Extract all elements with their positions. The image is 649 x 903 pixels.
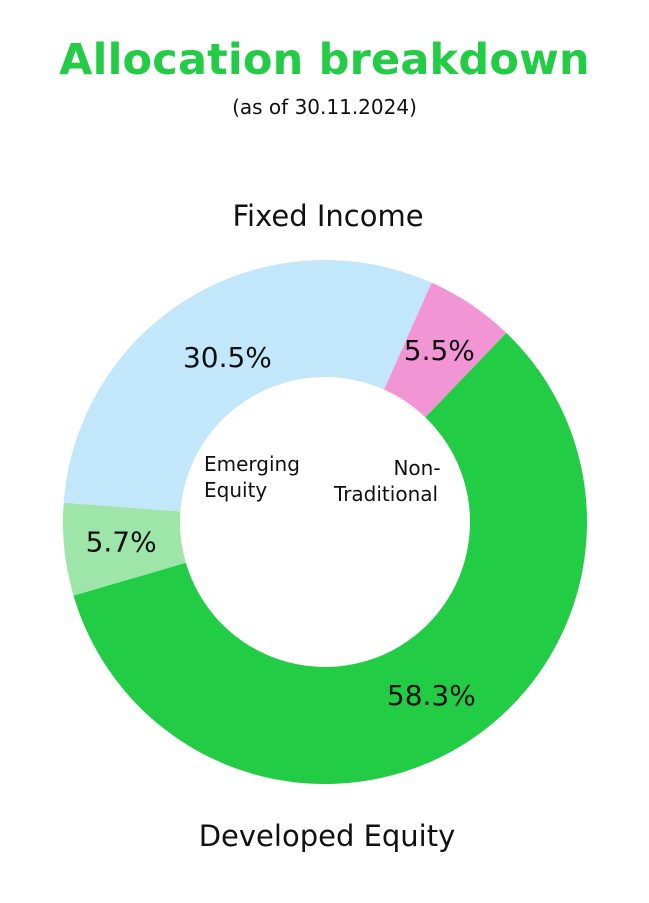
page-title: Allocation breakdown bbox=[59, 35, 590, 85]
slice-developed-equity bbox=[73, 332, 588, 784]
category-label-non-traditional: Non-Traditional bbox=[333, 456, 441, 506]
category-label-developed-equity: Developed Equity bbox=[199, 819, 456, 853]
value-label-emerging-equity: 5.7% bbox=[86, 526, 157, 559]
slice-fixed-income bbox=[63, 259, 432, 512]
category-label-emerging-equity: Emerging Equity bbox=[204, 452, 300, 502]
category-label-fixed-income: Fixed Income bbox=[232, 199, 423, 233]
page-subtitle: (as of 30.11.2024) bbox=[232, 95, 417, 119]
value-label-fixed-income: 30.5% bbox=[183, 341, 272, 374]
value-label-developed-equity: 58.3% bbox=[387, 679, 476, 712]
value-label-non-traditional: 5.5% bbox=[404, 334, 475, 367]
slice-emerging-equity bbox=[62, 502, 186, 596]
slice-non-traditional bbox=[383, 282, 507, 418]
